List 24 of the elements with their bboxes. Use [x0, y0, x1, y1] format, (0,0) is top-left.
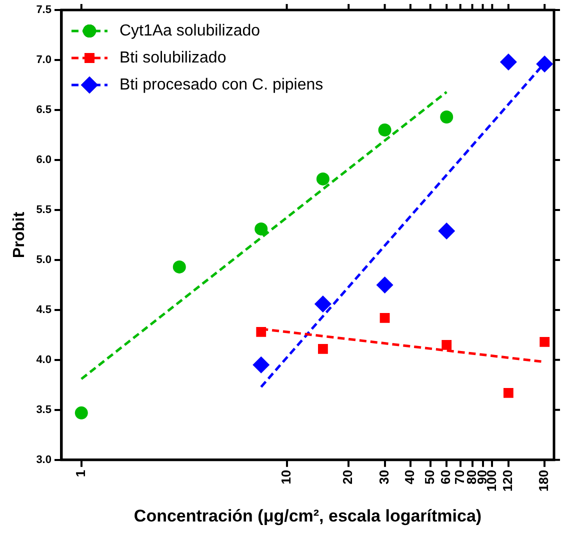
y-tick-label: 7.0: [36, 54, 52, 66]
y-tick-label: 6.5: [36, 104, 52, 116]
x-tick-label: 120: [500, 470, 516, 492]
x-axis-title: Concentración (μg/cm², escala logarítmica): [134, 506, 482, 526]
y-tick-label: 3.0: [36, 454, 52, 466]
x-tick-label: 1: [72, 470, 88, 478]
x-tick-label: 10: [278, 470, 294, 484]
y-axis-title: Probit: [11, 211, 28, 258]
x-tick-label: 180: [536, 470, 552, 492]
x-tick-label: 60: [438, 470, 454, 484]
legend-label: Cyt1Aa solubilizado: [119, 22, 260, 40]
x-tick-label: 50: [422, 470, 437, 484]
legend-label: Bti solubilizado: [119, 49, 226, 66]
legend-label: Bti procesado con C. pipiens: [119, 76, 324, 94]
x-tick-label: 20: [340, 470, 356, 484]
y-tick-label: 5.5: [36, 204, 52, 216]
x-tick-label: 40: [402, 470, 418, 484]
y-tick-label: 7.5: [36, 4, 52, 16]
y-tick-label: 4.0: [36, 354, 52, 366]
y-tick-label: 5.0: [36, 254, 52, 266]
y-tick-label: 6.0: [36, 154, 52, 166]
y-tick-label: 3.5: [36, 404, 52, 416]
x-tick-label: 30: [376, 470, 392, 484]
y-tick-label: 4.5: [36, 304, 52, 316]
